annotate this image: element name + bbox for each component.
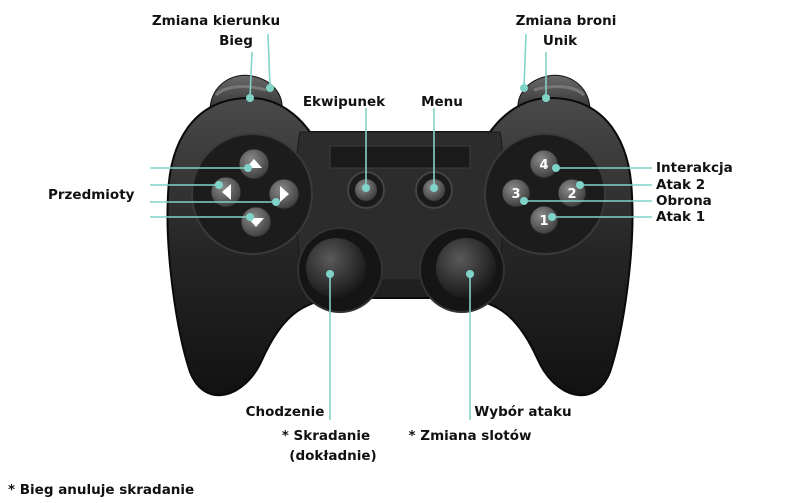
label-items: Przedmioty [48, 187, 135, 203]
leader-lines [150, 33, 652, 420]
dpad-pod [191, 133, 313, 255]
left-stick[interactable] [297, 227, 383, 313]
label-dodge: Unik [543, 33, 578, 49]
center-display-slot [329, 145, 471, 169]
face-button-4[interactable]: 4 [529, 149, 559, 179]
face-button-pod [484, 133, 606, 255]
label-attack-2: Atak 2 [656, 177, 705, 193]
label-change-direction: Zmiana kierunku [152, 13, 280, 29]
label-attack-1: Atak 1 [656, 209, 705, 225]
label-sneaking: * Skradanie [282, 428, 370, 444]
face-button-1[interactable]: 1 [529, 205, 559, 235]
arrow-left-icon [222, 184, 231, 200]
dpad-up-button[interactable] [238, 148, 270, 180]
svg-text:4: 4 [539, 158, 548, 173]
label-walking: Chodzenie [246, 404, 325, 420]
label-run: Bieg [219, 33, 253, 49]
svg-text:1: 1 [539, 214, 548, 229]
dpad-down-button[interactable] [240, 206, 272, 238]
label-slot-change: * Zmiana slotów [409, 428, 532, 444]
label-equipment: Ekwipunek [303, 94, 386, 110]
right-stick[interactable] [419, 227, 505, 313]
arrow-right-icon [280, 186, 289, 202]
label-attack-select: Wybór ataku [474, 404, 571, 420]
label-interaction: Interakcja [656, 160, 733, 176]
svg-text:2: 2 [567, 187, 576, 202]
label-defense: Obrona [656, 193, 712, 209]
footnote: * Bieg anuluje skradanie [8, 482, 194, 498]
svg-text:3: 3 [511, 187, 520, 202]
label-change-weapon: Zmiana broni [516, 13, 617, 29]
label-sneaking-note: (dokładnie) [289, 448, 376, 464]
label-menu: Menu [421, 94, 463, 110]
